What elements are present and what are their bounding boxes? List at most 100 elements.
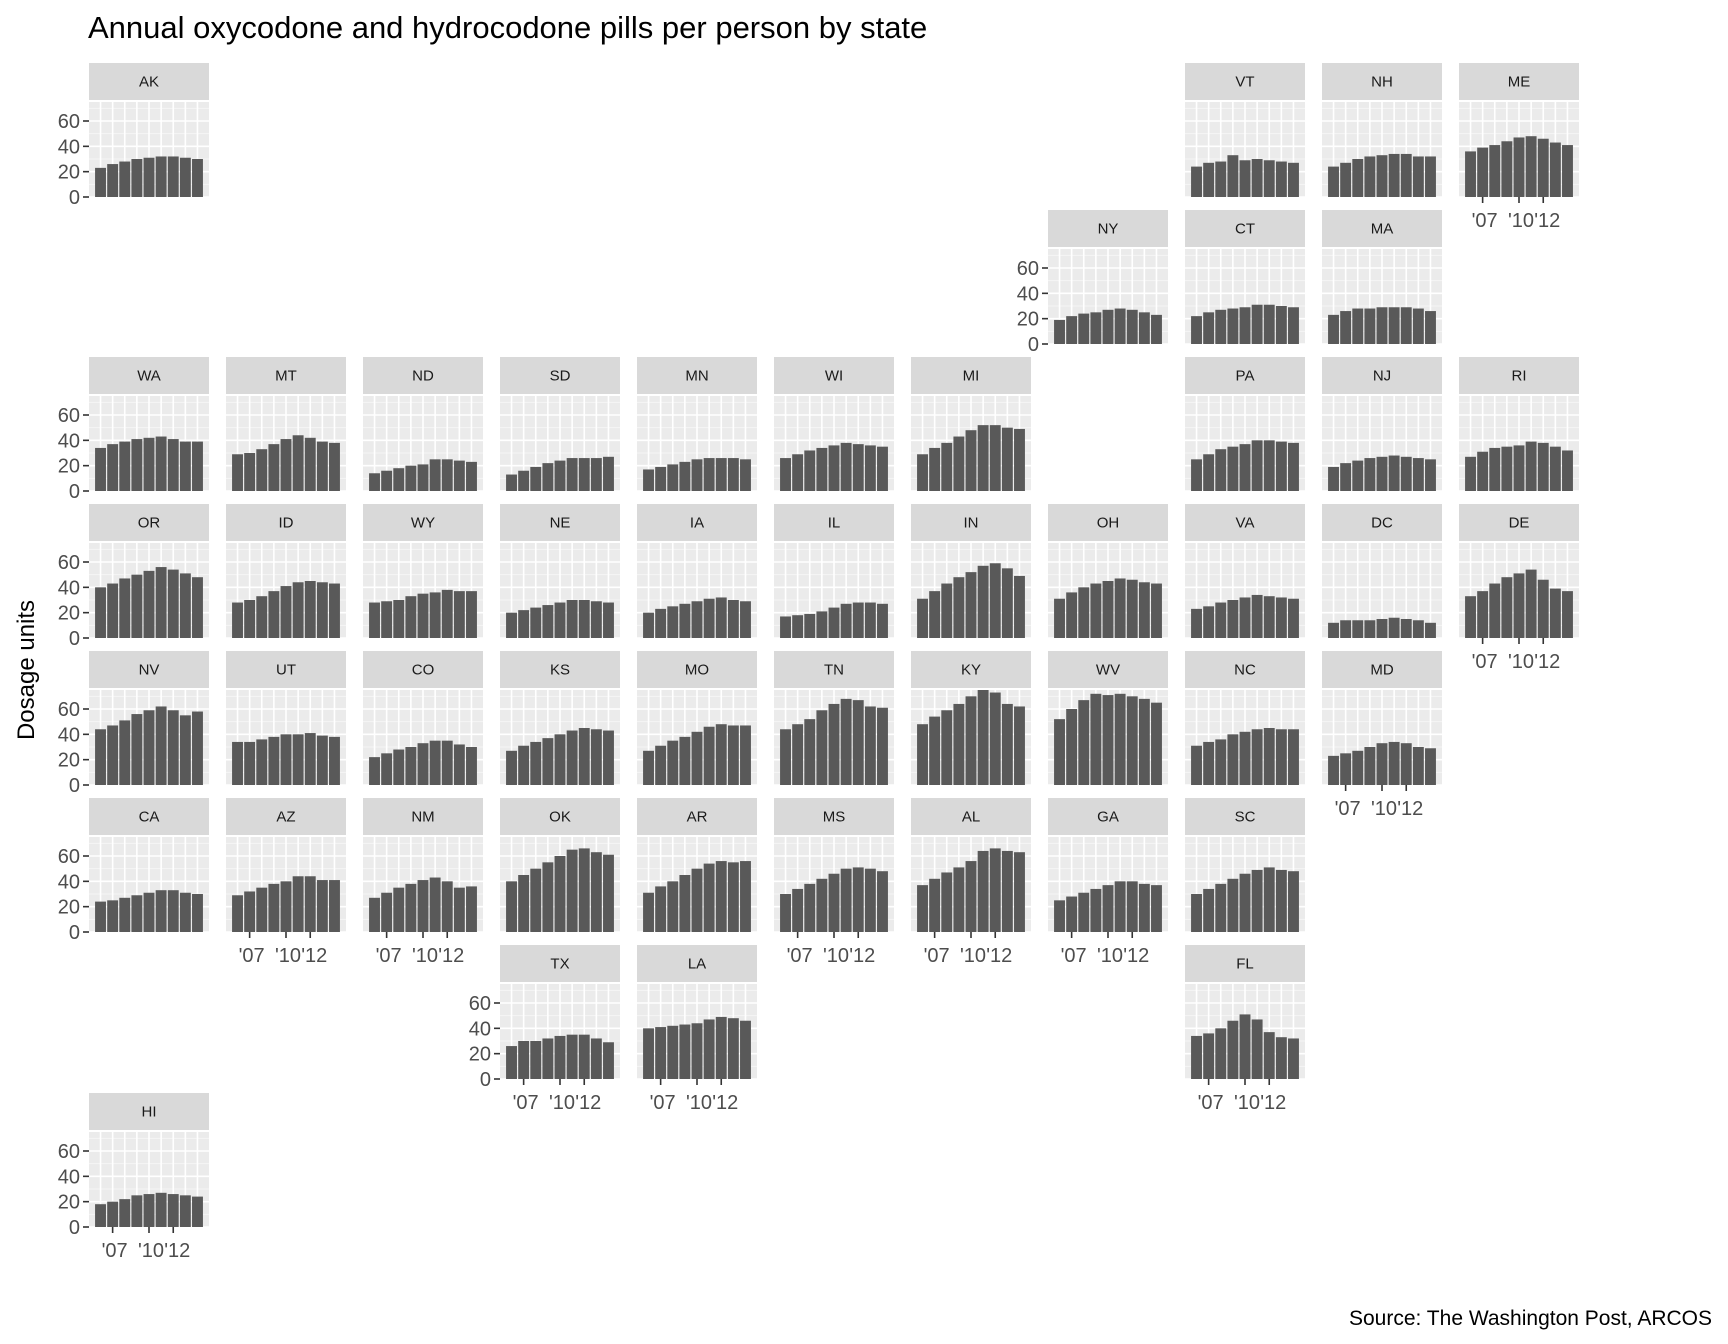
bar-WV-2009 — [1090, 693, 1102, 785]
facet-panel-KY: KY — [911, 651, 1031, 786]
facet-panel-AZ: AZ '07 '10'12 — [226, 798, 346, 967]
bar-MO-2009 — [679, 736, 691, 785]
bar-GA-2014 — [1151, 885, 1162, 932]
facet-strip-label: NJ — [1373, 368, 1391, 385]
bar-DE-2010 — [1513, 573, 1525, 638]
bar-IN-2007 — [929, 591, 941, 638]
bar-NV-2013 — [179, 715, 191, 785]
bar-NV-2010 — [143, 710, 155, 785]
bar-NC-2007 — [1203, 741, 1215, 785]
bar-FL-2006 — [1191, 1035, 1202, 1079]
bar-MT-2006 — [232, 454, 243, 491]
facet-panel-AK: AK 0 20 40 60 — [58, 63, 209, 209]
facet-panel-FL: FL '07 '10'12 — [1185, 945, 1305, 1114]
bar-LA-2010 — [691, 1023, 703, 1079]
bar-SC-2006 — [1191, 894, 1202, 932]
facet-panel-MS: MS '07 '10'12 — [774, 798, 894, 967]
bar-DE-2006 — [1465, 596, 1476, 638]
bar-CA-2009 — [131, 895, 143, 932]
bar-WY-2009 — [405, 596, 417, 638]
bar-CT-2011 — [1251, 304, 1263, 344]
bar-AZ-2008 — [256, 887, 268, 932]
facet-strip — [637, 357, 757, 394]
bar-ME-2008 — [1489, 145, 1501, 197]
bar-AR-2008 — [667, 881, 679, 932]
bar-PA-2008 — [1215, 449, 1227, 491]
bar-KY-2010 — [965, 696, 977, 785]
bar-MS-2014 — [877, 871, 888, 932]
x-tick-label: '07 — [239, 945, 265, 967]
bar-NC-2008 — [1215, 739, 1227, 785]
bar-MS-2008 — [804, 883, 816, 932]
bar-AK-2007 — [107, 164, 119, 197]
bar-AK-2009 — [131, 159, 143, 197]
bar-ID-2009 — [268, 591, 280, 638]
bar-AR-2014 — [740, 861, 751, 932]
bar-NC-2013 — [1275, 729, 1287, 785]
bar-IA-2014 — [740, 601, 751, 638]
x-tick-label: '10 — [138, 1240, 164, 1262]
facet-strip-label: IL — [828, 515, 841, 532]
bar-FL-2011 — [1251, 1019, 1263, 1079]
y-tick-label: 60 — [58, 111, 80, 133]
bar-TX-2013 — [590, 1038, 602, 1079]
facet-strip — [226, 651, 346, 688]
bar-IL-2014 — [877, 603, 888, 638]
x-tick-label: '12 — [849, 945, 875, 967]
bar-WV-2012 — [1126, 696, 1138, 785]
bar-IA-2012 — [715, 597, 727, 638]
bar-NC-2011 — [1251, 729, 1263, 785]
bar-GA-2011 — [1114, 881, 1126, 932]
bar-LA-2012 — [715, 1016, 727, 1079]
bar-SC-2014 — [1288, 871, 1299, 932]
bar-NJ-2013 — [1412, 458, 1424, 491]
facet-strip — [1322, 504, 1442, 541]
bar-WY-2011 — [429, 592, 441, 638]
facet-panel-IN: IN — [911, 504, 1031, 639]
bar-PA-2007 — [1203, 454, 1215, 491]
facet-strip-label: FL — [1236, 956, 1254, 973]
facet-strip-label: VA — [1236, 515, 1255, 532]
bar-NM-2014 — [466, 886, 477, 932]
facet-strip-label: WI — [825, 368, 843, 385]
bar-MO-2014 — [740, 725, 751, 785]
bar-NM-2008 — [393, 887, 405, 932]
bar-VT-2008 — [1215, 161, 1227, 197]
bar-MA-2011 — [1388, 307, 1400, 344]
bar-WA-2012 — [167, 439, 179, 491]
facet-strip-label: PA — [1236, 368, 1255, 385]
bar-NH-2014 — [1425, 156, 1436, 197]
facet-strip — [500, 504, 620, 541]
bar-NM-2009 — [405, 883, 417, 932]
facet-strip-label: VT — [1235, 74, 1254, 91]
bar-DE-2013 — [1549, 588, 1561, 638]
bar-AR-2012 — [715, 861, 727, 932]
bar-WV-2006 — [1054, 719, 1065, 785]
bar-NE-2008 — [530, 607, 542, 638]
bar-MI-2010 — [965, 430, 977, 491]
y-tick-label: 0 — [69, 1217, 80, 1239]
bar-OH-2014 — [1151, 583, 1162, 638]
bar-WV-2011 — [1114, 693, 1126, 785]
bar-AK-2013 — [179, 157, 191, 197]
x-tick-label: '12 — [575, 1092, 601, 1114]
bar-MO-2007 — [655, 745, 667, 785]
bar-NM-2012 — [441, 881, 453, 932]
bar-WI-2006 — [780, 458, 791, 491]
bar-DC-2008 — [1352, 620, 1364, 638]
bar-WA-2011 — [155, 436, 167, 491]
facet-panel-TX: TX 0 20 40 60 '07 '10'12 — [469, 945, 620, 1114]
bar-CA-2007 — [107, 900, 119, 932]
facet-strip — [1322, 63, 1442, 100]
facet-strip-label: ME — [1508, 74, 1531, 91]
bar-OR-2013 — [179, 573, 191, 638]
facet-strip — [500, 798, 620, 835]
bar-MI-2012 — [989, 425, 1001, 491]
bar-NY-2010 — [1102, 309, 1114, 344]
bar-MD-2007 — [1340, 753, 1352, 785]
bar-TN-2008 — [804, 719, 816, 785]
bar-VA-2006 — [1191, 608, 1202, 638]
bar-CO-2013 — [453, 744, 465, 785]
x-tick-label: '12 — [1260, 1092, 1286, 1114]
bar-SC-2010 — [1239, 873, 1251, 932]
